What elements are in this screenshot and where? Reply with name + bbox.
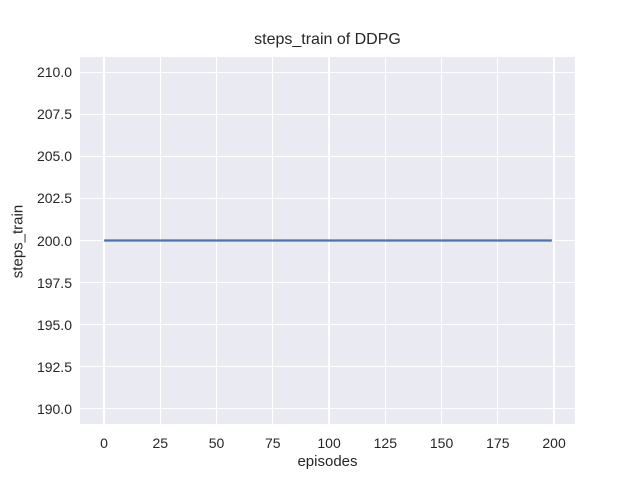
y-tick-label: 192.5	[36, 358, 72, 375]
gridline-horizontal	[80, 281, 575, 284]
y-tick-label: 202.5	[36, 190, 72, 207]
x-tick-label: 50	[208, 435, 225, 451]
x-axis-label: episodes	[297, 453, 358, 470]
gridline-horizontal	[80, 155, 575, 157]
x-tick-label: 200	[542, 435, 566, 451]
chart-title: steps_train of DDPG	[254, 31, 401, 48]
y-tick-label: 210.0	[36, 64, 72, 81]
y-tick-label: 190.0	[36, 400, 72, 417]
y-tick-label: 205.0	[36, 148, 72, 165]
x-tick-label: 100	[317, 435, 341, 451]
x-tick-label: 150	[429, 435, 454, 451]
gridline-horizontal	[80, 71, 575, 73]
x-tick-label: 25	[152, 435, 169, 451]
x-tick-label: 175	[486, 435, 510, 451]
x-tick-label: 125	[373, 435, 397, 451]
gridline-horizontal	[80, 408, 575, 410]
x-tick-label: 0	[100, 435, 108, 451]
gridline-horizontal	[80, 197, 575, 200]
gridline-horizontal	[80, 324, 575, 326]
series-layer	[104, 239, 552, 242]
y-tick-label: 207.5	[36, 106, 72, 123]
y-tick-label: 195.0	[36, 316, 72, 333]
plot-area	[80, 57, 575, 424]
y-tick-label: 200.0	[36, 232, 72, 249]
y-tick-label: 197.5	[36, 274, 72, 291]
x-tick-label: 75	[265, 435, 281, 451]
gridline-horizontal	[80, 113, 575, 115]
gridline-horizontal	[80, 366, 575, 368]
